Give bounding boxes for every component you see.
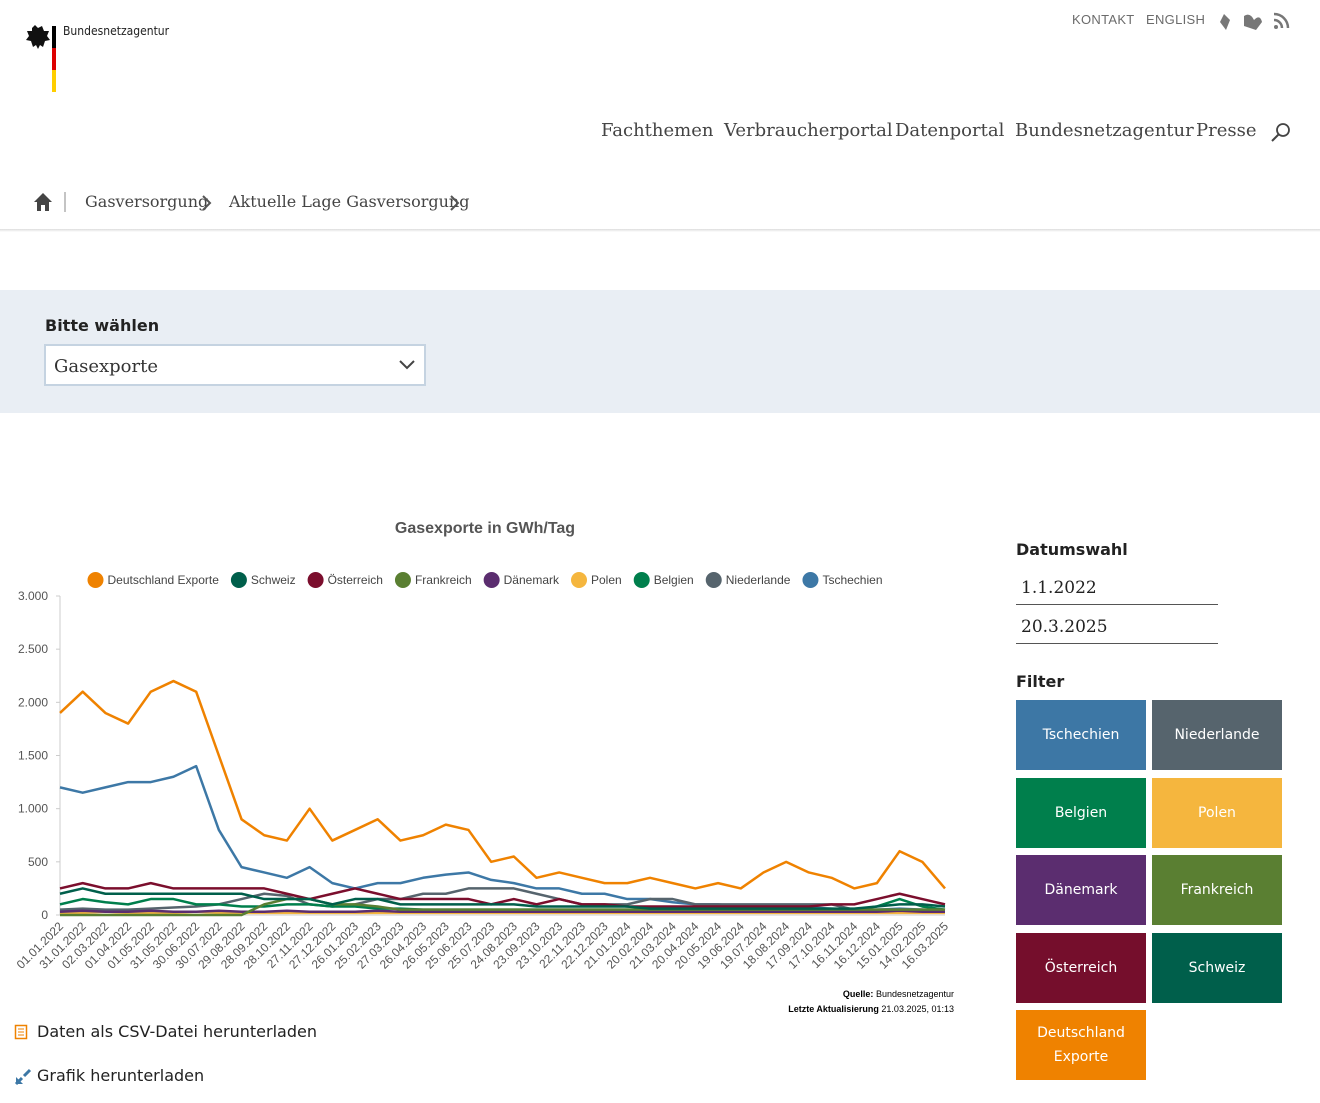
legend-marker <box>483 572 500 588</box>
download-link[interactable]: Grafik herunterladen <box>37 1066 205 1085</box>
legend-label: Frankreich <box>415 573 472 587</box>
nav-item[interactable]: Datenportal <box>895 120 1005 141</box>
chart-title: Gasexporte in GWh/Tag <box>395 520 575 537</box>
update-label: Letzte Aktualisierung <box>788 1004 879 1014</box>
y-tick-label: 3.000 <box>18 589 48 603</box>
search-icon[interactable] <box>1270 122 1292 144</box>
filter-button[interactable]: Belgien <box>1016 778 1146 848</box>
legend-label: Deutschland Exporte <box>108 573 220 587</box>
nav-item[interactable]: Verbraucherportal <box>724 120 893 141</box>
filter-title: Filter <box>1016 672 1065 691</box>
date-value: 1.1.2022 <box>1021 578 1097 598</box>
series-line <box>59 881 946 908</box>
breadcrumb-item[interactable]: Gasversorgung <box>85 192 209 211</box>
date-title: Datumswahl <box>1016 540 1128 559</box>
y-tick-label: 1.500 <box>18 749 48 763</box>
series-line <box>59 679 946 890</box>
top-icons[interactable] <box>1216 10 1296 32</box>
series-line <box>59 909 945 914</box>
update-value: 21.03.2025, 01:13 <box>881 1004 954 1014</box>
nav-item[interactable]: Bundesnetzagentur <box>1015 120 1194 141</box>
legend-label: Schweiz <box>251 573 296 587</box>
source-label: Quelle: <box>843 989 874 999</box>
select[interactable]: Gasexporte <box>44 344 426 386</box>
nav-item[interactable]: Fachthemen <box>601 120 714 141</box>
source-value: Bundesnetzagentur <box>876 989 954 999</box>
logo <box>26 25 56 92</box>
chevron <box>450 195 460 211</box>
nav-item[interactable]: Presse <box>1196 120 1257 141</box>
selector-label: Bitte wählen <box>45 316 160 335</box>
legend-marker <box>571 572 587 588</box>
legend-marker <box>802 572 819 588</box>
legend-marker <box>633 572 650 588</box>
graphic-icon <box>14 1068 32 1086</box>
y-tick-label: 2.000 <box>18 695 48 709</box>
home-icon[interactable] <box>32 190 72 216</box>
top-link[interactable]: KONTAKT <box>1072 12 1135 27</box>
legend-label: Belgien <box>654 573 694 587</box>
filter-button[interactable]: Polen <box>1152 778 1282 848</box>
legend-label: Dänemark <box>504 573 560 587</box>
csv-icon <box>14 1024 28 1040</box>
legend-label: Polen <box>591 573 622 587</box>
legend-label: Niederlande <box>726 573 791 587</box>
y-tick-label: 1.000 <box>18 802 48 816</box>
series-line <box>59 887 946 910</box>
date-input[interactable]: 1.1.2022 <box>1016 574 1218 605</box>
filter-button[interactable]: Österreich <box>1016 933 1146 1003</box>
filter-button[interactable]: Schweiz <box>1152 933 1282 1003</box>
filter-button[interactable]: Deutschland Exporte <box>1016 1010 1146 1080</box>
y-tick-label: 0 <box>41 908 48 922</box>
filter-button[interactable]: Niederlande <box>1152 700 1282 770</box>
legend-marker <box>307 572 324 588</box>
y-tick-label: 2.500 <box>18 642 48 656</box>
legend-marker <box>394 572 411 588</box>
legend-marker <box>705 572 722 588</box>
legend-marker <box>87 572 104 588</box>
chevron <box>202 195 212 211</box>
date-value: 20.3.2025 <box>1021 617 1108 637</box>
date-input[interactable]: 20.3.2025 <box>1016 613 1218 644</box>
filter-button[interactable]: Dänemark <box>1016 855 1146 925</box>
filter-button[interactable]: Tschechien <box>1016 700 1146 770</box>
top-link[interactable]: ENGLISH <box>1146 12 1206 27</box>
update: Letzte Aktualisierung 21.03.2025, 01:13 <box>788 1004 954 1014</box>
breadcrumb-item[interactable]: Aktuelle Lage Gasversorgung <box>229 192 470 211</box>
download-link[interactable]: Daten als CSV-Datei herunterladen <box>37 1022 317 1041</box>
legend-marker <box>230 572 247 588</box>
source: Quelle: Bundesnetzagentur <box>843 989 954 999</box>
y-tick-label: 500 <box>28 855 48 869</box>
legend-label: Tschechien <box>822 573 882 587</box>
dropdown-arrow <box>399 360 415 370</box>
legend: Deutschland Exporte Schweiz Österreich Fran… <box>87 572 883 588</box>
legend-label: Österreich <box>328 573 383 587</box>
divider <box>0 229 1320 232</box>
select-value: Gasexporte <box>54 356 159 377</box>
brand: Bundesnetzagentur <box>63 24 170 38</box>
chart: Gasexporte in GWh/Tag Quelle: Bundesnetz… <box>14 520 954 1014</box>
filter-button[interactable]: Frankreich <box>1152 855 1282 925</box>
